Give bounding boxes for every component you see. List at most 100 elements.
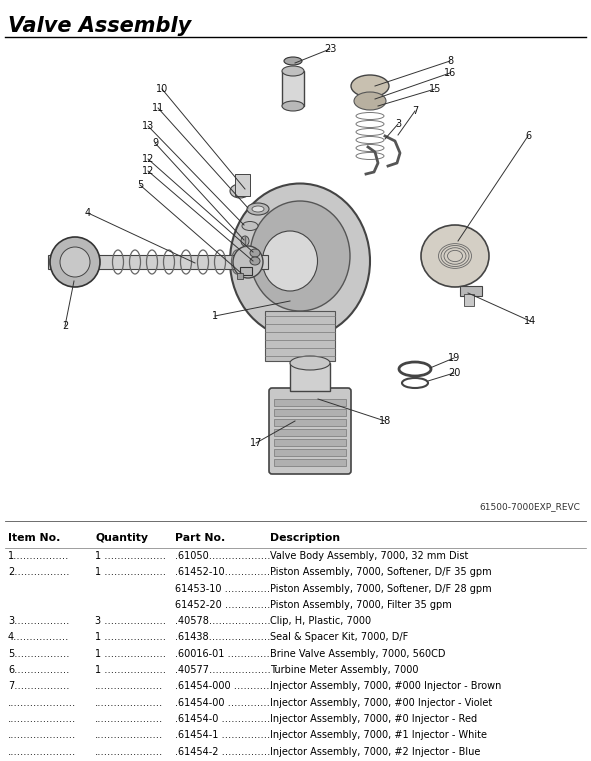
Text: ․․․․․․․․․․․․․․․․․․․․․: ․․․․․․․․․․․․․․․․․․․․․ <box>8 731 76 740</box>
Text: ․․․․․․․․․․․․․․․․․․․․․: ․․․․․․․․․․․․․․․․․․․․․ <box>95 731 163 740</box>
Text: 13: 13 <box>142 121 154 131</box>
Text: ․․․․․․․․․․․․․․․․․․․․․: ․․․․․․․․․․․․․․․․․․․․․ <box>95 747 163 756</box>
Text: ․․․․․․․․․․․․․․․․․․․․․: ․․․․․․․․․․․․․․․․․․․․․ <box>95 681 163 692</box>
Text: .40577․․․․․․․․․․․․․․․․․․․: .40577․․․․․․․․․․․․․․․․․․․ <box>175 665 271 675</box>
Text: ․․․․․․․․․․․․․․․․․․․․․: ․․․․․․․․․․․․․․․․․․․․․ <box>8 714 76 724</box>
Bar <box>274 409 346 416</box>
Text: .61454-000 ․․․․․․․․․․․․․: .61454-000 ․․․․․․․․․․․․․ <box>175 681 276 692</box>
Text: Brine Valve Assembly, 7000, 560CD: Brine Valve Assembly, 7000, 560CD <box>270 649 446 659</box>
Text: 4․․․․․․․․․․․․․․․․․: 4․․․․․․․․․․․․․․․․․ <box>8 632 69 642</box>
Text: .61454-00 ․․․․․․․․․․․․․․: .61454-00 ․․․․․․․․․․․․․․ <box>175 698 273 708</box>
Ellipse shape <box>233 246 263 278</box>
Text: Turbine Meter Assembly, 7000: Turbine Meter Assembly, 7000 <box>270 665 418 675</box>
Ellipse shape <box>241 236 249 246</box>
Text: Quantity: Quantity <box>95 533 148 543</box>
Text: 1 ․․․․․․․․․․․․․․․․․․․: 1 ․․․․․․․․․․․․․․․․․․․ <box>95 567 166 578</box>
Text: .61454-2 ․․․․․․․․․․․․․․․: .61454-2 ․․․․․․․․․․․․․․․ <box>175 747 270 756</box>
Ellipse shape <box>351 75 389 97</box>
Text: 15: 15 <box>429 84 441 94</box>
Text: Injector Assembly, 7000, #00 Injector - Violet: Injector Assembly, 7000, #00 Injector - … <box>270 698 492 708</box>
Text: Injector Assembly, 7000, #0 Injector - Red: Injector Assembly, 7000, #0 Injector - R… <box>270 714 477 724</box>
Text: 3․․․․․․․․․․․․․․․․․: 3․․․․․․․․․․․․․․․․․ <box>8 616 69 626</box>
Text: 61500-7000EXP_REVC: 61500-7000EXP_REVC <box>479 502 580 511</box>
Text: 1 ․․․․․․․․․․․․․․․․․․․: 1 ․․․․․․․․․․․․․․․․․․․ <box>95 632 166 642</box>
Text: 7․․․․․․․․․․․․․․․․․: 7․․․․․․․․․․․․․․․․․ <box>8 681 70 692</box>
Text: 61453-10 ․․․․․․․․․․․․․․: 61453-10 ․․․․․․․․․․․․․․ <box>175 584 270 594</box>
Text: Piston Assembly, 7000, Filter 35 gpm: Piston Assembly, 7000, Filter 35 gpm <box>270 600 452 610</box>
Ellipse shape <box>354 92 386 110</box>
Ellipse shape <box>284 57 302 65</box>
Text: 10: 10 <box>156 84 168 94</box>
Text: Clip, H, Plastic, 7000: Clip, H, Plastic, 7000 <box>270 616 371 626</box>
Text: Valve Body Assembly, 7000, 32 mm Dist: Valve Body Assembly, 7000, 32 mm Dist <box>270 551 469 561</box>
Ellipse shape <box>262 231 317 291</box>
Text: Piston Assembly, 7000, Softener, D/F 28 gpm: Piston Assembly, 7000, Softener, D/F 28 … <box>270 584 492 594</box>
Text: 11: 11 <box>152 103 164 113</box>
Ellipse shape <box>421 225 489 287</box>
Text: Description: Description <box>270 533 340 543</box>
Text: ․․․․․․․․․․․․․․․․․․․․․: ․․․․․․․․․․․․․․․․․․․․․ <box>95 698 163 708</box>
Text: 1 ․․․․․․․․․․․․․․․․․․․: 1 ․․․․․․․․․․․․․․․․․․․ <box>95 551 166 561</box>
Text: Injector Assembly, 7000, #1 Injector - White: Injector Assembly, 7000, #1 Injector - W… <box>270 731 487 740</box>
Text: 3: 3 <box>395 119 401 129</box>
Text: 2: 2 <box>62 321 68 331</box>
Text: .60016-01 ․․․․․․․․․․․․․․: .60016-01 ․․․․․․․․․․․․․․ <box>175 649 273 659</box>
Text: Seal & Spacer Kit, 7000, D/F: Seal & Spacer Kit, 7000, D/F <box>270 632 408 642</box>
Text: Item No.: Item No. <box>8 533 60 543</box>
Bar <box>240 267 252 275</box>
Text: 1 ․․․․․․․․․․․․․․․․․․․: 1 ․․․․․․․․․․․․․․․․․․․ <box>95 649 166 659</box>
Text: 19: 19 <box>448 353 460 363</box>
Text: 4: 4 <box>85 208 91 218</box>
Ellipse shape <box>282 101 304 111</box>
Text: Injector Assembly, 7000, #2 Injector - Blue: Injector Assembly, 7000, #2 Injector - B… <box>270 747 480 756</box>
Ellipse shape <box>252 206 264 212</box>
Bar <box>274 429 346 436</box>
Ellipse shape <box>60 247 90 277</box>
Text: 5․․․․․․․․․․․․․․․․․: 5․․․․․․․․․․․․․․․․․ <box>8 649 70 659</box>
Text: 14: 14 <box>524 316 536 326</box>
Text: 1: 1 <box>212 311 218 321</box>
Text: 9: 9 <box>152 138 158 148</box>
Ellipse shape <box>230 184 250 198</box>
Text: 7: 7 <box>412 106 418 116</box>
Text: Valve Assembly: Valve Assembly <box>8 16 191 36</box>
Text: 23: 23 <box>324 44 336 54</box>
Text: 16: 16 <box>444 68 456 78</box>
Ellipse shape <box>282 66 304 76</box>
Bar <box>274 419 346 426</box>
Text: .61454-0 ․․․․․․․․․․․․․․․: .61454-0 ․․․․․․․․․․․․․․․ <box>175 714 270 724</box>
Text: ․․․․․․․․․․․․․․․․․․․․․: ․․․․․․․․․․․․․․․․․․․․․ <box>8 698 76 708</box>
Ellipse shape <box>250 201 350 311</box>
Text: 1․․․․․․․․․․․․․․․․․: 1․․․․․․․․․․․․․․․․․ <box>8 551 69 561</box>
Text: 2․․․․․․․․․․․․․․․․․: 2․․․․․․․․․․․․․․․․․ <box>8 567 70 578</box>
Ellipse shape <box>50 237 100 287</box>
Text: 17: 17 <box>250 438 262 448</box>
Text: Part No.: Part No. <box>175 533 225 543</box>
Bar <box>274 449 346 456</box>
Text: 6․․․․․․․․․․․․․․․․․: 6․․․․․․․․․․․․․․․․․ <box>8 665 69 675</box>
Text: 20: 20 <box>448 368 460 378</box>
Ellipse shape <box>247 203 269 215</box>
Bar <box>274 459 346 466</box>
Text: Injector Assembly, 7000, #000 Injector - Brown: Injector Assembly, 7000, #000 Injector -… <box>270 681 501 692</box>
Bar <box>464 294 474 306</box>
Ellipse shape <box>250 249 260 257</box>
Ellipse shape <box>290 356 330 370</box>
Text: 1 ․․․․․․․․․․․․․․․․․․․: 1 ․․․․․․․․․․․․․․․․․․․ <box>95 665 166 675</box>
Text: 3 ․․․․․․․․․․․․․․․․․․․: 3 ․․․․․․․․․․․․․․․․․․․ <box>95 616 166 626</box>
Ellipse shape <box>250 257 260 265</box>
Bar <box>265 311 335 361</box>
FancyBboxPatch shape <box>269 388 351 474</box>
Bar <box>237 273 243 279</box>
Text: ․․․․․․․․․․․․․․․․․․․․․: ․․․․․․․․․․․․․․․․․․․․․ <box>8 747 76 756</box>
Bar <box>282 71 304 106</box>
Text: 5: 5 <box>137 180 143 190</box>
Ellipse shape <box>242 221 258 231</box>
Bar <box>274 399 346 406</box>
Text: 12: 12 <box>142 154 154 164</box>
Text: Piston Assembly, 7000, Softener, D/F 35 gpm: Piston Assembly, 7000, Softener, D/F 35 … <box>270 567 492 578</box>
Bar <box>460 286 482 296</box>
Text: ․․․․․․․․․․․․․․․․․․․․․: ․․․․․․․․․․․․․․․․․․․․․ <box>95 714 163 724</box>
Text: .61438․․․․․․․․․․․․․․․․․․․: .61438․․․․․․․․․․․․․․․․․․․ <box>175 632 270 642</box>
Bar <box>235 174 250 196</box>
